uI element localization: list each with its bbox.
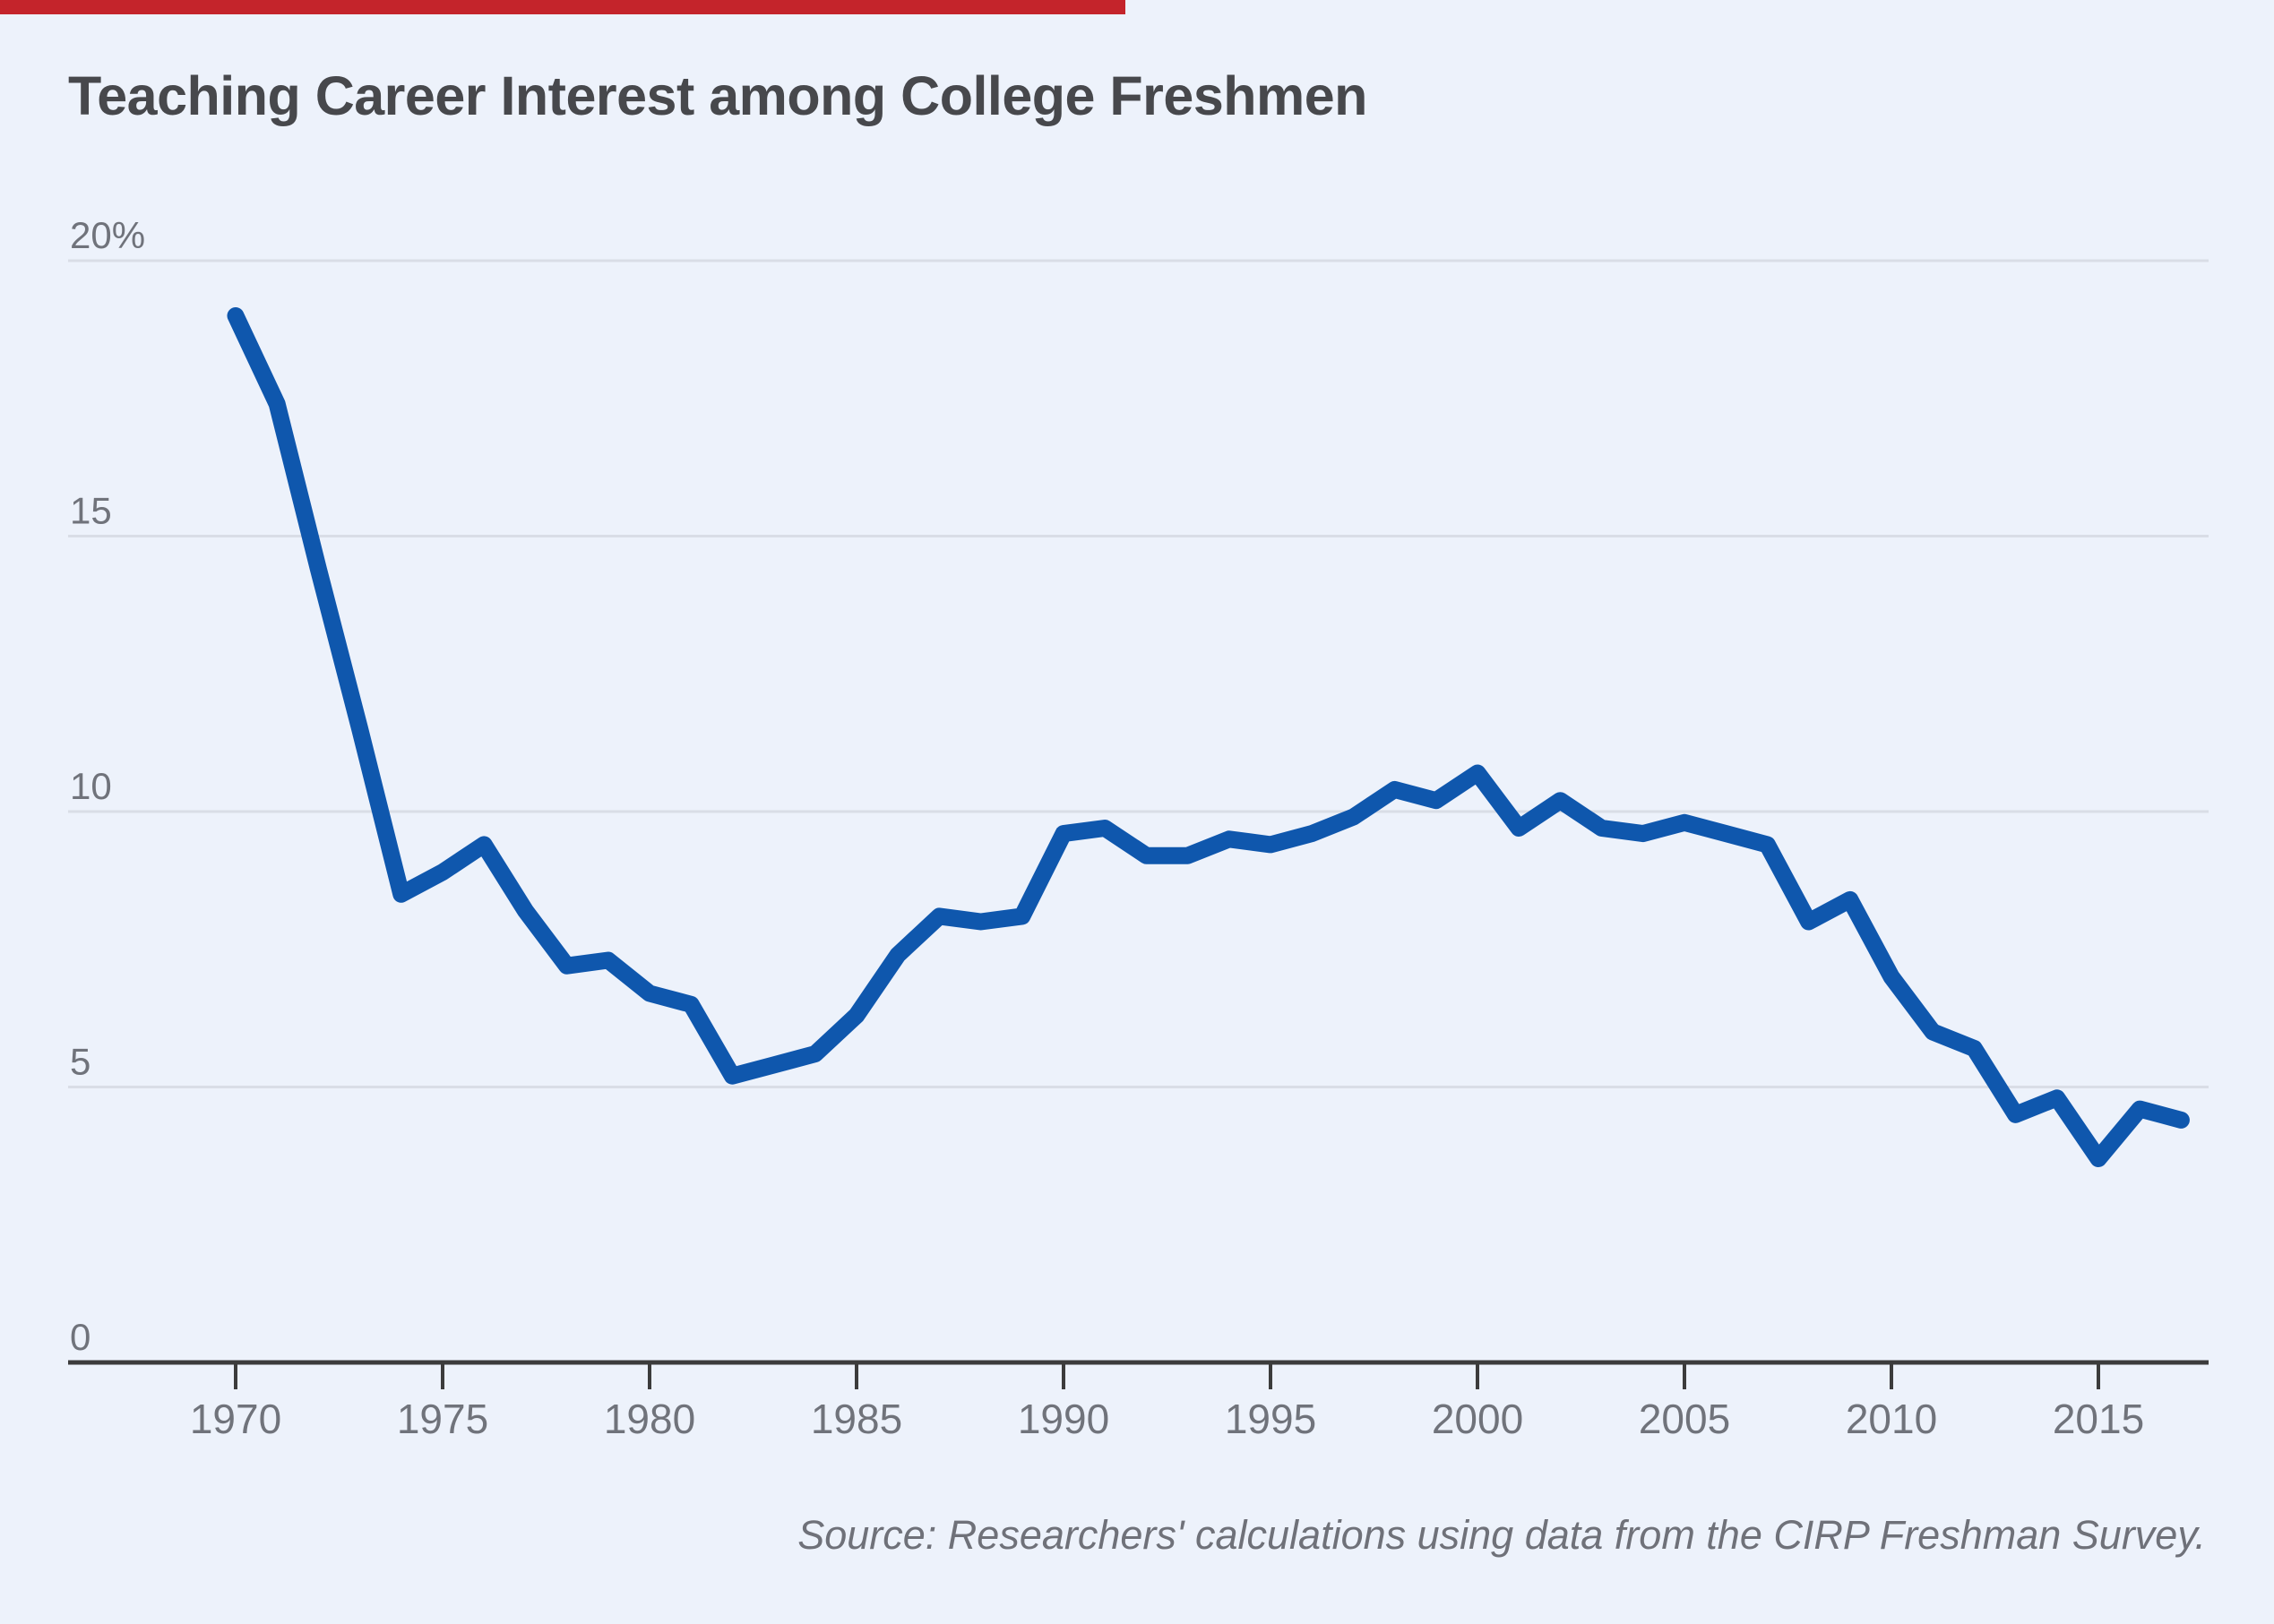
chart-title: Teaching Career Interest among College F… [68, 65, 1367, 126]
y-axis-label: 20% [70, 214, 145, 256]
x-axis-label: 1990 [1018, 1396, 1109, 1442]
data-line-teaching-interest [227, 307, 2190, 1167]
x-axis-label: 1970 [190, 1396, 281, 1442]
y-axis-label: 10 [70, 765, 112, 807]
y-axis-label: 5 [70, 1041, 90, 1083]
y-axis-label: 0 [70, 1316, 90, 1358]
accent-bar [0, 0, 1125, 14]
source-note: Source: Researchers' calculations using … [797, 1512, 2206, 1558]
x-axis-label: 1995 [1225, 1396, 1316, 1442]
x-axis-label: 2015 [2053, 1396, 2144, 1442]
x-axis-label: 2005 [1639, 1396, 1730, 1442]
x-axis-label: 1975 [397, 1396, 488, 1442]
x-axis-label: 1985 [811, 1396, 902, 1442]
x-axis-label: 2000 [1432, 1396, 1523, 1442]
y-axis-label: 15 [70, 490, 112, 532]
x-axis-label: 2010 [1846, 1396, 1937, 1442]
x-axis-label: 1980 [604, 1396, 695, 1442]
